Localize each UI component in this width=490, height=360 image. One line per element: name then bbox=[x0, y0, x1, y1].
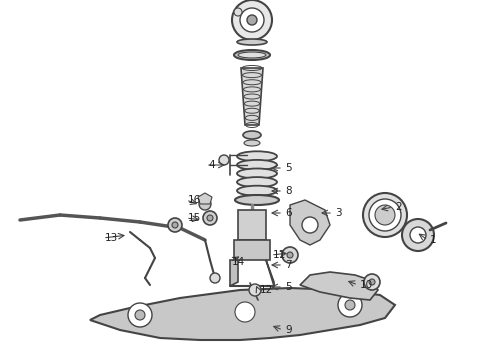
Circle shape bbox=[375, 205, 395, 225]
Text: 3: 3 bbox=[335, 208, 342, 218]
Text: 5: 5 bbox=[285, 282, 292, 292]
Circle shape bbox=[287, 252, 293, 258]
Ellipse shape bbox=[235, 195, 279, 205]
Circle shape bbox=[135, 310, 145, 320]
Ellipse shape bbox=[237, 168, 277, 179]
Text: 13: 13 bbox=[105, 233, 118, 243]
Circle shape bbox=[364, 274, 380, 290]
Ellipse shape bbox=[244, 140, 260, 146]
Circle shape bbox=[345, 300, 355, 310]
Polygon shape bbox=[266, 260, 274, 286]
Circle shape bbox=[338, 293, 362, 317]
Circle shape bbox=[235, 302, 255, 322]
Circle shape bbox=[249, 284, 261, 296]
Circle shape bbox=[232, 0, 272, 40]
Ellipse shape bbox=[237, 177, 277, 187]
Circle shape bbox=[128, 303, 152, 327]
Circle shape bbox=[282, 247, 298, 263]
Circle shape bbox=[369, 279, 375, 285]
Text: 9: 9 bbox=[285, 325, 292, 335]
Circle shape bbox=[203, 211, 217, 225]
Text: 10: 10 bbox=[360, 280, 373, 290]
Text: 15: 15 bbox=[188, 213, 201, 223]
Circle shape bbox=[234, 8, 242, 16]
Polygon shape bbox=[238, 210, 266, 240]
Ellipse shape bbox=[238, 52, 266, 58]
Circle shape bbox=[363, 193, 407, 237]
Text: 6: 6 bbox=[285, 208, 292, 218]
Text: 2: 2 bbox=[395, 202, 402, 212]
Text: 1: 1 bbox=[430, 235, 437, 245]
Text: 11: 11 bbox=[273, 250, 286, 260]
Ellipse shape bbox=[237, 39, 267, 45]
Text: 5: 5 bbox=[285, 163, 292, 173]
Circle shape bbox=[168, 218, 182, 232]
Text: 8: 8 bbox=[285, 186, 292, 196]
Circle shape bbox=[172, 222, 178, 228]
Circle shape bbox=[410, 227, 426, 243]
Polygon shape bbox=[234, 240, 270, 260]
Circle shape bbox=[369, 199, 401, 231]
Circle shape bbox=[199, 198, 211, 210]
Polygon shape bbox=[241, 68, 263, 125]
Ellipse shape bbox=[237, 160, 277, 170]
Polygon shape bbox=[300, 272, 378, 300]
Circle shape bbox=[247, 15, 257, 25]
Text: 7: 7 bbox=[285, 260, 292, 270]
Polygon shape bbox=[290, 200, 330, 245]
Circle shape bbox=[207, 215, 213, 221]
Circle shape bbox=[210, 273, 220, 283]
Circle shape bbox=[402, 219, 434, 251]
Ellipse shape bbox=[237, 151, 277, 161]
Polygon shape bbox=[90, 288, 395, 340]
Ellipse shape bbox=[237, 186, 277, 196]
Polygon shape bbox=[198, 193, 212, 204]
Circle shape bbox=[219, 155, 229, 165]
Text: 14: 14 bbox=[232, 257, 245, 267]
Ellipse shape bbox=[243, 131, 261, 139]
Ellipse shape bbox=[234, 50, 270, 60]
Circle shape bbox=[302, 217, 318, 233]
Text: 12: 12 bbox=[260, 285, 273, 295]
Circle shape bbox=[240, 8, 264, 32]
Text: 16: 16 bbox=[188, 195, 201, 205]
Text: 4: 4 bbox=[208, 160, 215, 170]
Polygon shape bbox=[230, 260, 238, 286]
